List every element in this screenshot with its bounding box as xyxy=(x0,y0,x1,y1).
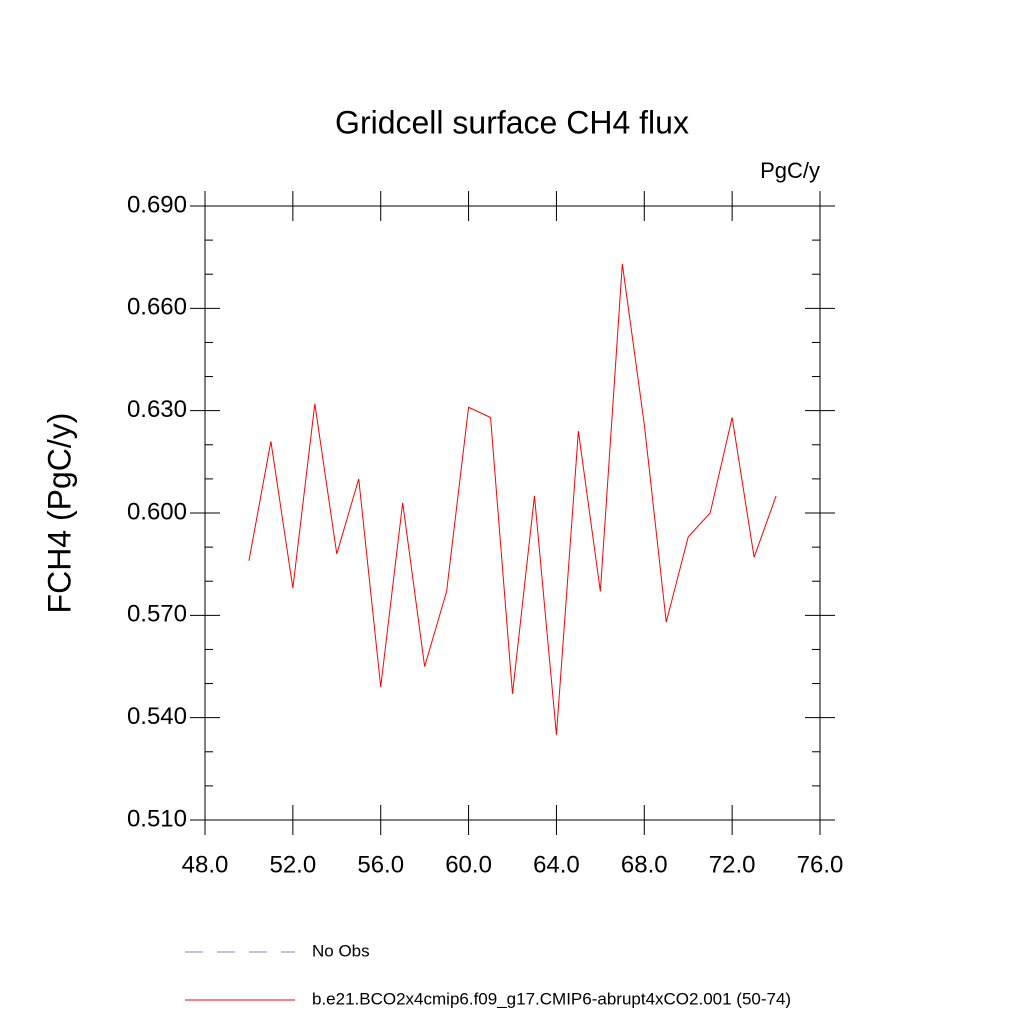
x-tick-label: 64.0 xyxy=(533,851,580,878)
y-tick-label: 0.630 xyxy=(127,396,187,423)
units-label: PgC/y xyxy=(760,158,820,183)
y-tick-label: 0.690 xyxy=(127,191,187,218)
chart-title: Gridcell surface CH4 flux xyxy=(335,104,689,140)
x-tick-label: 56.0 xyxy=(357,851,404,878)
y-tick-label: 0.600 xyxy=(127,498,187,525)
legend-label: b.e21.BCO2x4cmip6.f09_g17.CMIP6-abrupt4x… xyxy=(312,989,791,1008)
y-tick-label: 0.570 xyxy=(127,601,187,628)
legend-label: No Obs xyxy=(312,941,370,960)
x-tick-label: 48.0 xyxy=(182,851,229,878)
x-tick-label: 52.0 xyxy=(269,851,316,878)
x-tick-label: 76.0 xyxy=(797,851,844,878)
x-tick-label: 72.0 xyxy=(709,851,756,878)
y-tick-label: 0.510 xyxy=(127,805,187,832)
x-tick-label: 68.0 xyxy=(621,851,668,878)
y-axis-label: FCH4 (PgC/y) xyxy=(41,413,77,614)
y-tick-label: 0.660 xyxy=(127,294,187,321)
y-tick-label: 0.540 xyxy=(127,703,187,730)
data-line xyxy=(248,263,777,735)
x-tick-label: 60.0 xyxy=(445,851,492,878)
